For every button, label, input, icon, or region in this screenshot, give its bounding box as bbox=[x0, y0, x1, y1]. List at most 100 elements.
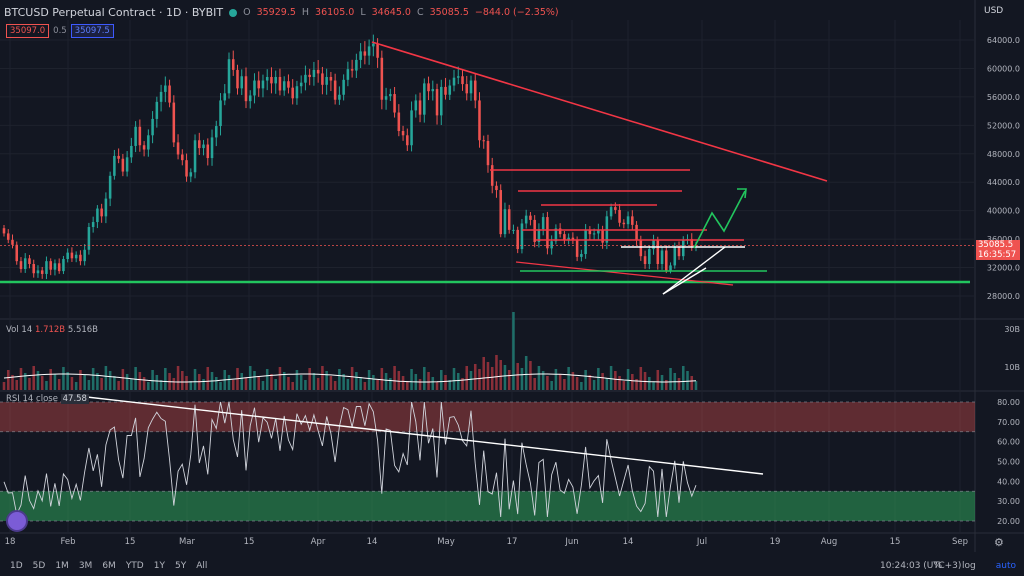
range-6m[interactable]: 6M bbox=[102, 561, 116, 571]
symbol-title[interactable]: BTCUSD Perpetual Contract · 1D · BYBIT bbox=[4, 6, 224, 19]
volume-bar bbox=[181, 371, 184, 390]
candle-body bbox=[473, 80, 477, 101]
price-tick-label: 36000.0 bbox=[987, 235, 1020, 244]
time-tick-label: Apr bbox=[311, 537, 326, 547]
volume-bar bbox=[690, 376, 694, 390]
volume-bar bbox=[265, 369, 269, 390]
price-tick-label: 60000.0 bbox=[987, 64, 1020, 73]
time-tick-label: 15 bbox=[890, 537, 901, 547]
volume-bar bbox=[626, 369, 630, 390]
candle-body bbox=[57, 263, 61, 272]
range-3m[interactable]: 3M bbox=[78, 561, 93, 571]
volume-bar bbox=[244, 378, 248, 390]
range-ytd[interactable]: YTD bbox=[125, 561, 144, 571]
candle-body bbox=[677, 246, 681, 257]
volume-bar bbox=[2, 382, 6, 390]
candle-body bbox=[223, 93, 227, 101]
settings-gear-icon[interactable]: ⚙ bbox=[994, 536, 1004, 549]
range-5d[interactable]: 5D bbox=[32, 561, 46, 571]
volume-bar bbox=[435, 382, 439, 390]
candle-body bbox=[206, 144, 210, 159]
volume-bar bbox=[456, 373, 460, 390]
candle-body bbox=[113, 155, 116, 176]
volume-bar bbox=[87, 380, 91, 390]
candle-body bbox=[304, 74, 307, 83]
volume-bar bbox=[6, 370, 10, 390]
auto-toggle[interactable]: auto bbox=[995, 561, 1016, 571]
candle-body bbox=[282, 81, 286, 91]
volume-bar bbox=[36, 371, 40, 390]
volume-bar bbox=[151, 370, 154, 390]
candle-body bbox=[202, 144, 205, 149]
range-all[interactable]: All bbox=[196, 561, 208, 571]
candle-body bbox=[571, 237, 575, 240]
currency-label[interactable]: USD bbox=[984, 6, 1004, 16]
candle-body bbox=[503, 209, 507, 235]
volume-bar bbox=[681, 366, 685, 390]
volume-bar bbox=[503, 365, 507, 390]
volume-bar bbox=[423, 367, 426, 390]
candle-body bbox=[299, 82, 303, 87]
candle-body bbox=[172, 102, 176, 143]
candle-body bbox=[469, 80, 473, 94]
candle-body bbox=[62, 259, 65, 272]
volume-bar bbox=[295, 370, 299, 390]
volume-bar bbox=[185, 376, 188, 390]
time-tick-label: 14 bbox=[367, 537, 378, 547]
volume-bar bbox=[550, 381, 553, 390]
candle-body bbox=[495, 185, 498, 191]
candle-body bbox=[117, 155, 120, 159]
candle-body bbox=[512, 229, 515, 231]
percent-toggle[interactable]: % bbox=[933, 561, 942, 571]
candle-body bbox=[393, 94, 396, 113]
candle-body bbox=[23, 258, 27, 269]
candle-body bbox=[168, 85, 171, 103]
candle-body bbox=[11, 239, 14, 245]
candle-body bbox=[231, 59, 235, 70]
range-5y[interactable]: 5Y bbox=[174, 561, 187, 571]
timezone-clock[interactable]: 10:24:03 (UTC+3) bbox=[880, 561, 962, 571]
candle-body bbox=[499, 190, 502, 235]
volume-bar bbox=[410, 369, 413, 390]
candle-body bbox=[410, 110, 413, 146]
volume-bar bbox=[321, 366, 324, 390]
volume-bar bbox=[253, 371, 256, 390]
volume-bar bbox=[45, 381, 48, 390]
volume-bar bbox=[584, 370, 587, 390]
time-tick-label: Feb bbox=[60, 537, 75, 547]
candle-body bbox=[669, 265, 672, 271]
candle-body bbox=[274, 76, 277, 84]
candle-body bbox=[406, 135, 409, 146]
log-toggle[interactable]: log bbox=[962, 561, 976, 571]
candle-body bbox=[138, 126, 142, 146]
candle-body bbox=[427, 83, 430, 92]
volume-bar bbox=[571, 372, 575, 390]
candle-body bbox=[681, 239, 685, 257]
last-price-value: 35085.5 bbox=[978, 240, 1014, 250]
candle-body bbox=[253, 80, 256, 96]
range-1y[interactable]: 1Y bbox=[153, 561, 165, 571]
candle-body bbox=[567, 237, 570, 241]
bottom-toolbar: 1D 5D 1M 3M 6M YTD 1Y 5Y All 10:24:03 (U… bbox=[0, 556, 1024, 576]
candle-body bbox=[248, 95, 252, 102]
range-1d[interactable]: 1D bbox=[10, 561, 23, 571]
volume-bar bbox=[512, 312, 515, 390]
range-1m[interactable]: 1M bbox=[55, 561, 69, 571]
volume-bar bbox=[529, 361, 532, 390]
oversold-zone bbox=[0, 491, 975, 521]
projection-arrowhead bbox=[737, 188, 747, 199]
candle-body bbox=[563, 234, 566, 241]
volume-bar bbox=[304, 380, 307, 390]
candle-body bbox=[257, 80, 260, 89]
sell-button[interactable]: 35097.0 bbox=[6, 24, 50, 38]
buy-button[interactable]: 35097.5 bbox=[70, 24, 114, 38]
volume-bar bbox=[91, 368, 95, 390]
volume-bar bbox=[524, 356, 528, 390]
candle-body bbox=[227, 59, 231, 94]
high-label: H bbox=[301, 7, 310, 18]
drawing-tool-icon[interactable] bbox=[6, 510, 28, 532]
volume-bar bbox=[117, 381, 120, 390]
candle-body bbox=[312, 69, 316, 77]
rsi-line bbox=[3, 401, 697, 518]
